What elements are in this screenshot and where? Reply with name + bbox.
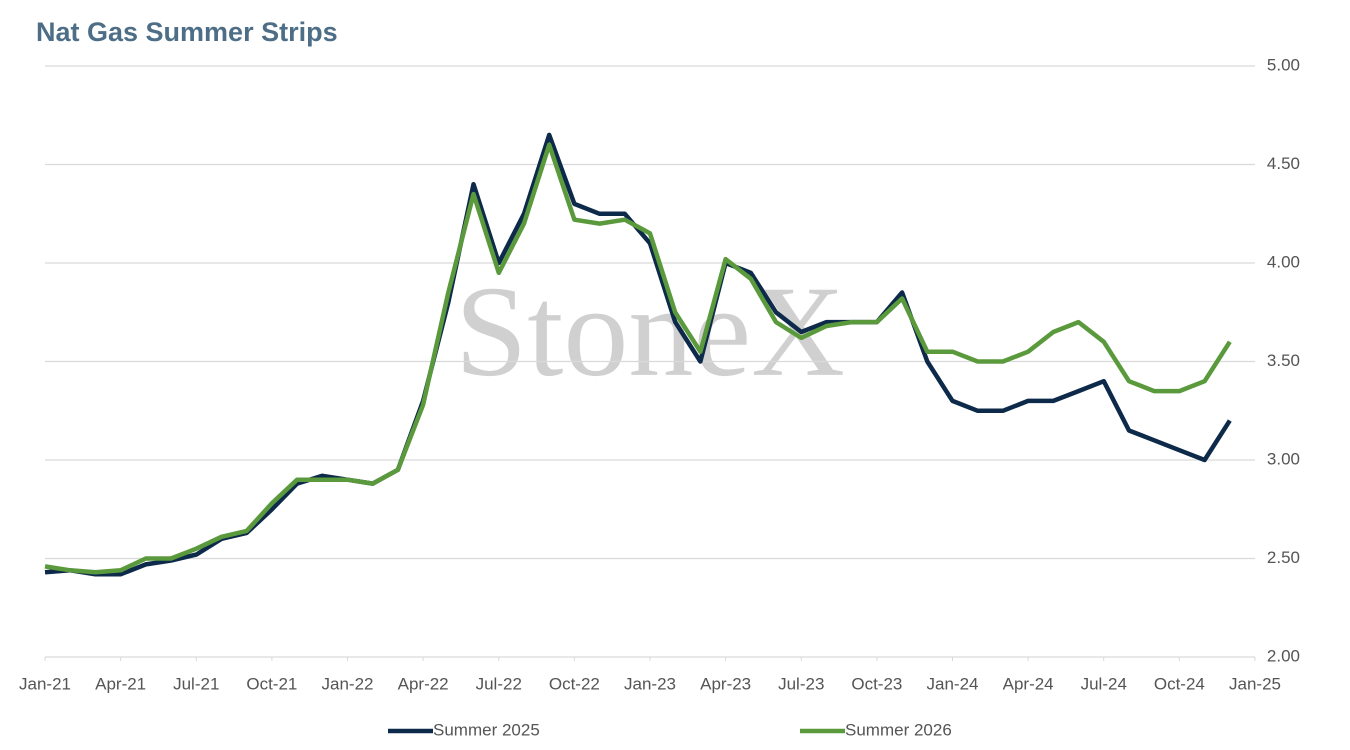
y-tick-label: 2.50	[1267, 548, 1300, 567]
watermark: StoneX	[455, 260, 845, 404]
series-line	[44, 142, 1232, 575]
x-tick-label: Apr-24	[1003, 674, 1054, 693]
x-tick-label: Jan-23	[624, 674, 676, 693]
x-tick-label: Jan-22	[322, 674, 374, 693]
x-tick-label: Jul-22	[476, 674, 522, 693]
y-tick-label: 3.50	[1267, 351, 1300, 370]
x-tick-label: Oct-24	[1154, 674, 1205, 693]
x-tick-label: Jan-21	[19, 674, 71, 693]
y-tick-label: 5.00	[1267, 55, 1300, 74]
legend-label: Summer 2026	[845, 720, 952, 739]
x-tick-label: Oct-23	[851, 674, 902, 693]
chart-title: Nat Gas Summer Strips	[36, 17, 338, 47]
x-tick-label: Jul-24	[1081, 674, 1127, 693]
x-tick-label: Jul-21	[173, 674, 219, 693]
x-tick-label: Oct-22	[549, 674, 600, 693]
x-tick-label: Jul-23	[778, 674, 824, 693]
legend-label: Summer 2025	[433, 720, 540, 739]
x-tick-label: Apr-22	[398, 674, 449, 693]
y-tick-label: 4.50	[1267, 154, 1300, 173]
y-tick-label: 3.00	[1267, 449, 1300, 468]
x-tick-label: Oct-21	[246, 674, 297, 693]
x-tick-label: Apr-21	[95, 674, 146, 693]
y-tick-label: 4.00	[1267, 252, 1300, 271]
x-tick-label: Apr-23	[700, 674, 751, 693]
x-tick-label: Jan-24	[927, 674, 979, 693]
y-tick-label: 2.00	[1267, 646, 1300, 665]
x-tick-label: Jan-25	[1229, 674, 1281, 693]
